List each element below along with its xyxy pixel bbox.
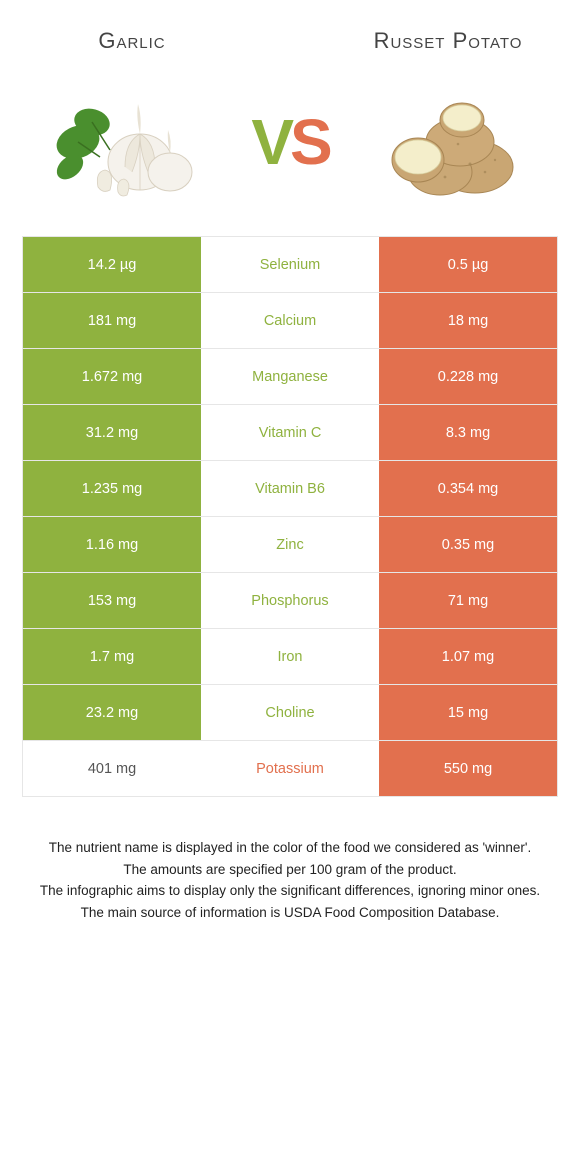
footnote-line: The main source of information is USDA F… bbox=[28, 902, 552, 924]
nutrient-row: 153 mgPhosphorus71 mg bbox=[23, 573, 557, 629]
header: Garlic Russet Potato bbox=[22, 28, 558, 54]
images-row: VS bbox=[22, 72, 558, 212]
nutrient-left-value: 1.16 mg bbox=[23, 517, 201, 572]
nutrient-left-value: 1.235 mg bbox=[23, 461, 201, 516]
nutrient-right-value: 1.07 mg bbox=[379, 629, 557, 684]
nutrient-name: Calcium bbox=[201, 293, 379, 348]
potato-image bbox=[370, 72, 540, 212]
nutrient-name: Potassium bbox=[201, 741, 379, 796]
footnote-line: The infographic aims to display only the… bbox=[28, 880, 552, 902]
left-food-title: Garlic bbox=[32, 28, 232, 54]
nutrient-name: Vitamin B6 bbox=[201, 461, 379, 516]
nutrient-name: Manganese bbox=[201, 349, 379, 404]
nutrient-row: 31.2 mgVitamin C8.3 mg bbox=[23, 405, 557, 461]
nutrient-row: 23.2 mgCholine15 mg bbox=[23, 685, 557, 741]
nutrient-right-value: 0.228 mg bbox=[379, 349, 557, 404]
vs-v: V bbox=[251, 106, 290, 178]
nutrient-row: 401 mgPotassium550 mg bbox=[23, 741, 557, 797]
nutrient-right-value: 0.35 mg bbox=[379, 517, 557, 572]
nutrient-right-value: 18 mg bbox=[379, 293, 557, 348]
nutrient-left-value: 14.2 µg bbox=[23, 237, 201, 292]
right-food-title: Russet Potato bbox=[348, 28, 548, 54]
nutrient-name: Vitamin C bbox=[201, 405, 379, 460]
nutrient-right-value: 15 mg bbox=[379, 685, 557, 740]
nutrient-left-value: 1.7 mg bbox=[23, 629, 201, 684]
nutrient-row: 1.7 mgIron1.07 mg bbox=[23, 629, 557, 685]
nutrient-row: 1.672 mgManganese0.228 mg bbox=[23, 349, 557, 405]
nutrient-row: 181 mgCalcium18 mg bbox=[23, 293, 557, 349]
vs-label: VS bbox=[251, 105, 328, 179]
nutrient-row: 1.235 mgVitamin B60.354 mg bbox=[23, 461, 557, 517]
nutrient-left-value: 23.2 mg bbox=[23, 685, 201, 740]
nutrient-left-value: 1.672 mg bbox=[23, 349, 201, 404]
footnote: The nutrient name is displayed in the co… bbox=[22, 837, 558, 923]
nutrient-left-value: 401 mg bbox=[23, 741, 201, 796]
nutrient-name: Zinc bbox=[201, 517, 379, 572]
nutrient-right-value: 550 mg bbox=[379, 741, 557, 796]
nutrient-name: Choline bbox=[201, 685, 379, 740]
nutrient-right-value: 8.3 mg bbox=[379, 405, 557, 460]
nutrient-row: 14.2 µgSelenium0.5 µg bbox=[23, 237, 557, 293]
nutrient-name: Selenium bbox=[201, 237, 379, 292]
nutrient-name: Phosphorus bbox=[201, 573, 379, 628]
nutrient-right-value: 0.5 µg bbox=[379, 237, 557, 292]
vs-s: S bbox=[290, 106, 329, 178]
nutrient-name: Iron bbox=[201, 629, 379, 684]
nutrient-right-value: 71 mg bbox=[379, 573, 557, 628]
nutrient-left-value: 31.2 mg bbox=[23, 405, 201, 460]
garlic-image bbox=[40, 72, 210, 212]
nutrient-left-value: 153 mg bbox=[23, 573, 201, 628]
nutrient-row: 1.16 mgZinc0.35 mg bbox=[23, 517, 557, 573]
nutrient-table: 14.2 µgSelenium0.5 µg181 mgCalcium18 mg1… bbox=[22, 236, 558, 797]
nutrient-right-value: 0.354 mg bbox=[379, 461, 557, 516]
footnote-line: The nutrient name is displayed in the co… bbox=[28, 837, 552, 859]
footnote-line: The amounts are specified per 100 gram o… bbox=[28, 859, 552, 881]
nutrient-left-value: 181 mg bbox=[23, 293, 201, 348]
